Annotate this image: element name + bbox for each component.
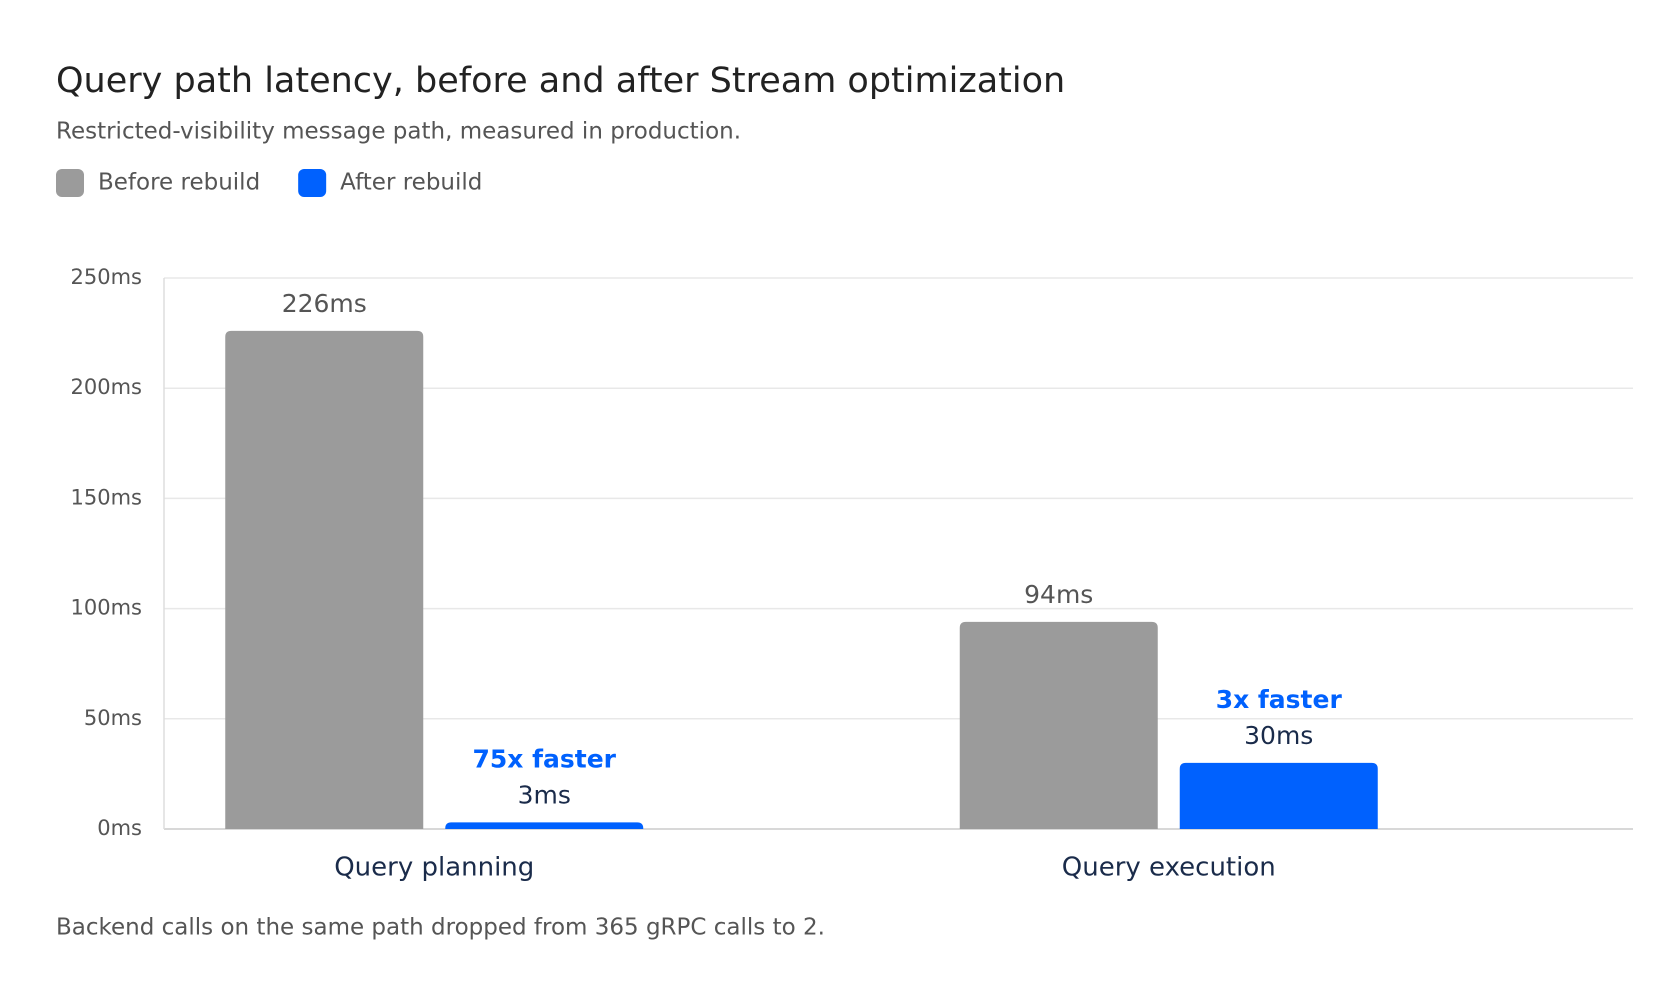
y-tick-label: 0ms [97, 816, 142, 840]
y-tick-label: 150ms [71, 485, 142, 509]
value-label: 94ms [1024, 580, 1093, 609]
legend-label: After rebuild [340, 170, 482, 196]
y-tick-label: 100ms [71, 596, 142, 620]
value-label: 3ms [518, 780, 571, 809]
value-label: 30ms [1244, 721, 1313, 750]
bar [1179, 762, 1378, 829]
x-tick-label: Query execution [1062, 853, 1276, 883]
chart-title: Query path latency, before and after Str… [56, 61, 1065, 101]
y-tick-label: 200ms [71, 375, 142, 399]
bar [445, 822, 644, 829]
speedup-annotation: 3x faster [1216, 685, 1343, 714]
x-tick-label: Query planning [334, 853, 534, 883]
y-tick-label: 50ms [84, 706, 142, 730]
speedup-annotation: 75x faster [473, 744, 617, 773]
chart-subtitle: Restricted-visibility message path, meas… [56, 119, 741, 145]
legend-label: Before rebuild [98, 170, 260, 196]
legend-swatch [298, 169, 327, 197]
y-tick-label: 250ms [71, 265, 142, 289]
footnote: Backend calls on the same path dropped f… [56, 915, 825, 941]
value-label: 226ms [282, 289, 367, 318]
bar [225, 330, 424, 829]
legend-swatch [56, 169, 84, 197]
bar [959, 621, 1158, 829]
